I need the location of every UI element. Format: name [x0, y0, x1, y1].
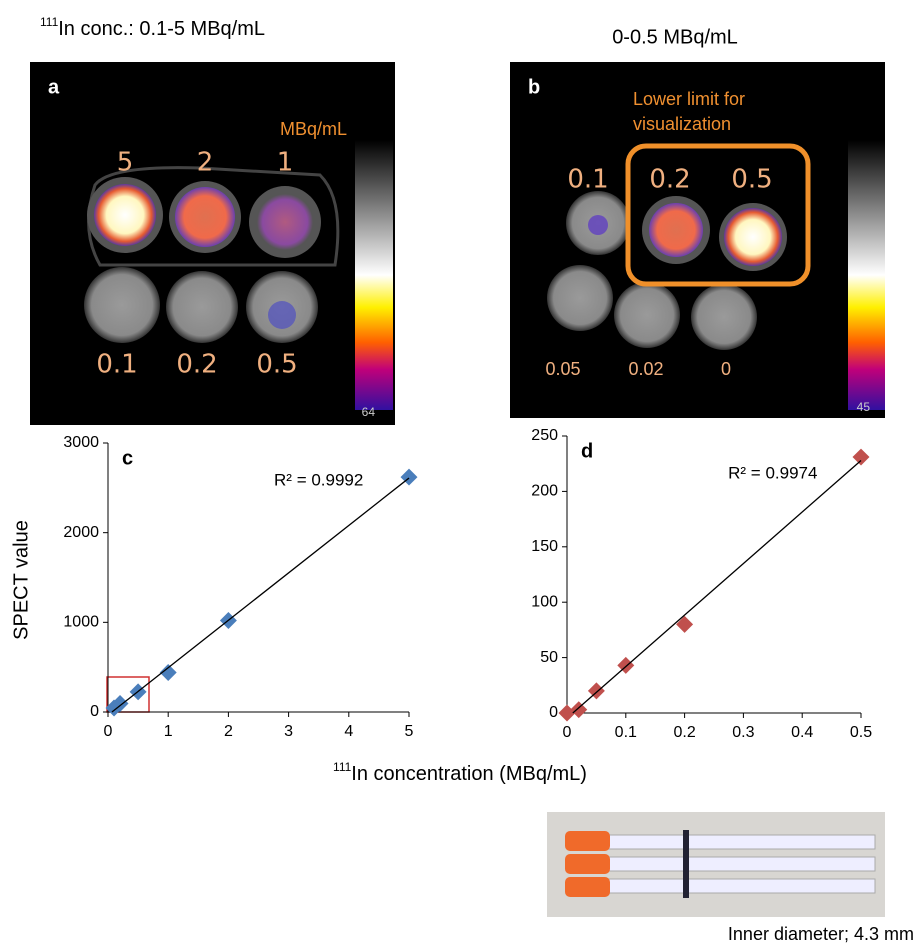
y-tick-label: 100: [531, 593, 558, 610]
image-label: 0.2: [649, 165, 690, 195]
x-tick-label: 4: [344, 723, 353, 740]
image-label: 0.5: [256, 350, 297, 380]
image-label: 0.02: [628, 359, 663, 379]
annotation: R² = 0.9974: [728, 463, 817, 482]
image-label: 0.2: [176, 350, 217, 380]
trendline: [573, 460, 861, 713]
y-tick-label: 3000: [63, 434, 99, 451]
y-tick-label: 200: [531, 483, 558, 500]
y-tick-label: 150: [531, 538, 558, 555]
well: [649, 203, 703, 257]
x-tick-label: 0.4: [791, 724, 813, 741]
well: [84, 267, 160, 343]
well: [166, 271, 238, 343]
photo-caption: Inner diameter; 4.3 mm: [728, 924, 914, 944]
x-tick-label: 0: [563, 724, 572, 741]
point: [853, 449, 870, 466]
note: Lower limit for: [633, 89, 745, 109]
y-tick-label: 1000: [63, 614, 99, 631]
image-label: 0.05: [545, 359, 580, 379]
image-label: 0.1: [96, 350, 137, 380]
mark: [683, 830, 689, 898]
image-label: 1: [277, 148, 294, 178]
syringe: [600, 879, 875, 893]
well: [691, 284, 757, 350]
corner-number: 45: [857, 400, 871, 414]
well: [175, 187, 235, 247]
cap: [565, 877, 610, 897]
y-tick-label: 0: [549, 704, 558, 721]
x-tick-label: 3: [284, 723, 293, 740]
panel-a: a MBq/mL 5 2 1 0.1 0.2 0.5 64: [30, 62, 395, 425]
x-tick-label: 0.2: [673, 724, 695, 741]
image-label: 0.5: [731, 165, 772, 195]
note: visualization: [633, 114, 731, 134]
syringe: [600, 835, 875, 849]
syringe: [600, 857, 875, 871]
well: [724, 208, 782, 266]
y-axis-label: SPECT value: [10, 520, 32, 640]
panel-b: b Lower limit for visualization 0.1 0.2 …: [510, 62, 885, 418]
image-label: 2: [197, 148, 214, 178]
well: [547, 265, 613, 331]
cap: [565, 854, 610, 874]
annotation: R² = 0.9992: [274, 470, 363, 489]
corner-number: 64: [362, 405, 376, 419]
x-tick-label: 1: [164, 723, 173, 740]
well: [257, 194, 313, 250]
photo: [547, 812, 885, 917]
sup: 111: [333, 760, 352, 774]
well: [268, 301, 296, 329]
unit: MBq/mL: [280, 119, 347, 139]
panel-letter: b: [528, 76, 540, 98]
sup: 111: [40, 15, 59, 29]
colorbar: [355, 140, 393, 410]
y-tick-label: 0: [90, 703, 99, 720]
colorbar: [848, 140, 885, 410]
x-tick-label: 2: [224, 723, 233, 740]
well: [614, 282, 680, 348]
well: [588, 215, 608, 235]
image-label: 5: [117, 148, 134, 178]
figure: 111In conc.: 0.1-5 MBq/mL 0-0.5 MBq/mL a…: [0, 0, 918, 947]
header-text: In conc.: 0.1-5 MBq/mL: [58, 18, 265, 40]
panel-letter: c: [122, 447, 133, 469]
x-axis-label: 111In concentration (MBq/mL): [333, 760, 587, 785]
x-tick-label: 0.1: [615, 724, 637, 741]
panel-letter: a: [48, 76, 60, 98]
point: [676, 616, 693, 633]
x-tick-label: 0: [104, 723, 113, 740]
header-right: 0-0.5 MBq/mL: [612, 26, 738, 48]
x-tick-label: 0.5: [850, 724, 872, 741]
header-left: 111In conc.: 0.1-5 MBq/mL: [40, 15, 265, 40]
panel-letter: d: [581, 440, 593, 462]
well: [94, 184, 156, 246]
y-tick-label: 50: [540, 649, 558, 666]
y-tick-label: 250: [531, 427, 558, 444]
x-label-text: In concentration (MBq/mL): [351, 763, 587, 785]
y-tick-label: 2000: [63, 524, 99, 541]
image-label: 0.1: [567, 165, 608, 195]
trendline: [112, 478, 409, 712]
x-tick-label: 0.3: [732, 724, 754, 741]
image-label: 0: [721, 359, 731, 379]
cap: [565, 831, 610, 851]
x-tick-label: 5: [405, 723, 414, 740]
